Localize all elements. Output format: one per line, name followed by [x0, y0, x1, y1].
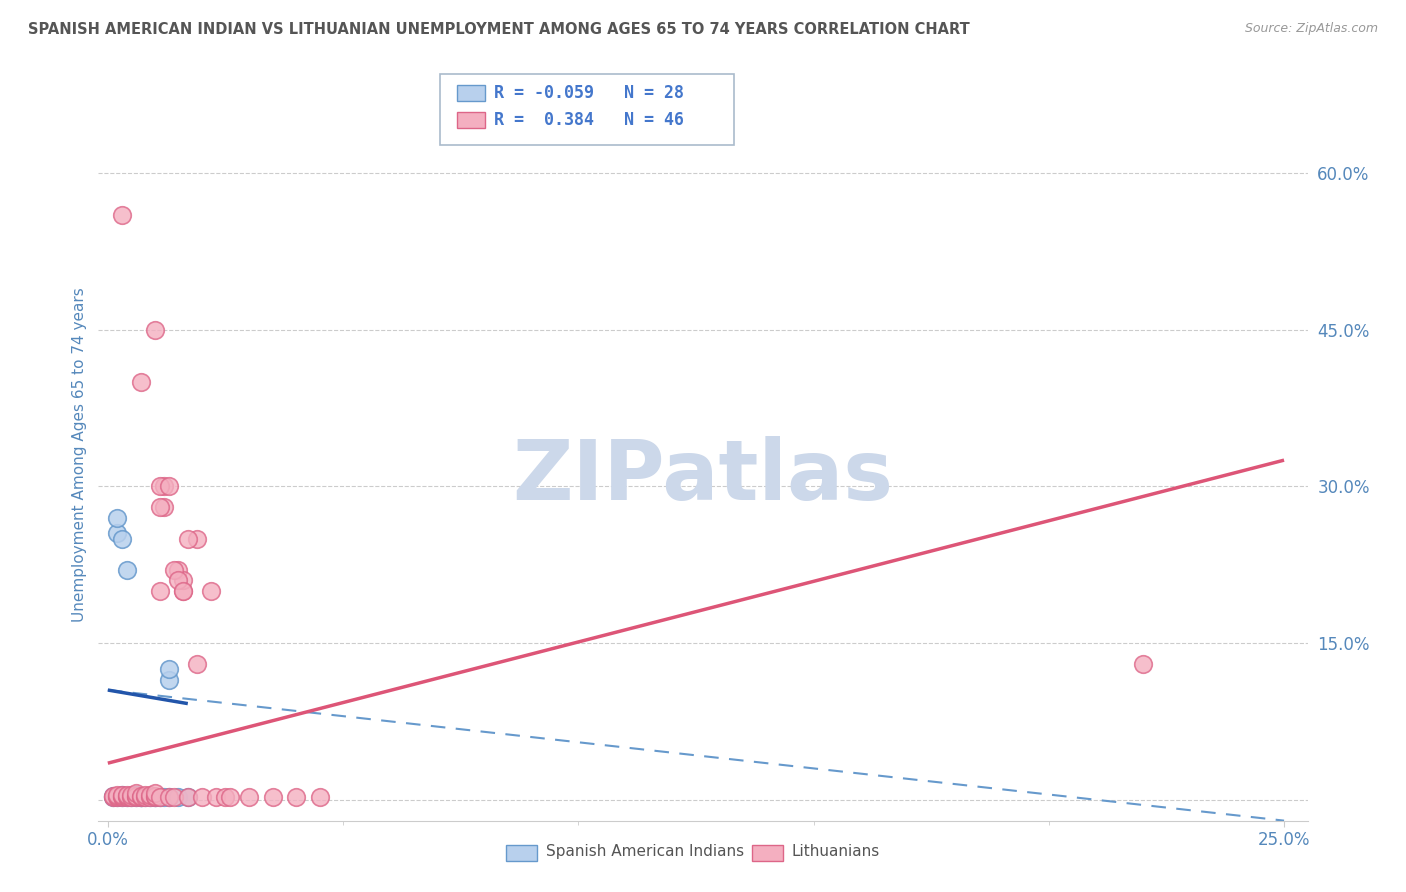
Text: Spanish American Indians: Spanish American Indians [546, 845, 744, 859]
Point [101, 789, 124, 803]
Point [105, 789, 128, 804]
Point [129, 789, 152, 804]
Point [101, 789, 124, 804]
Point [125, 788, 148, 802]
Point [172, 583, 194, 598]
Point [153, 789, 176, 804]
Point [139, 789, 162, 804]
Point [115, 789, 138, 803]
Point [111, 788, 134, 802]
Text: Source: ZipAtlas.com: Source: ZipAtlas.com [1244, 22, 1378, 36]
Point [129, 375, 152, 389]
Point [115, 563, 138, 577]
Point [238, 789, 260, 804]
Point [157, 789, 180, 804]
Point [101, 789, 124, 803]
Point [191, 789, 214, 804]
Point [134, 789, 156, 804]
Point [177, 789, 200, 804]
Point [134, 789, 156, 804]
Point [105, 789, 128, 804]
Point [143, 789, 166, 803]
Point [101, 789, 124, 804]
Point [153, 500, 176, 515]
Text: ZIPatlas: ZIPatlas [513, 436, 893, 517]
Point [200, 583, 222, 598]
Point [105, 789, 128, 803]
Point [143, 787, 166, 801]
Point [115, 789, 138, 804]
Point [125, 789, 148, 803]
Point [111, 789, 134, 803]
Point [163, 789, 186, 804]
Point [167, 563, 190, 577]
Point [186, 657, 208, 671]
Point [172, 574, 194, 588]
Point [308, 789, 330, 804]
Point [115, 789, 138, 803]
Point [149, 583, 172, 598]
Point [163, 563, 186, 577]
Point [219, 789, 242, 804]
Point [120, 789, 142, 803]
Point [167, 574, 190, 588]
Point [111, 789, 134, 804]
Point [129, 789, 152, 804]
Text: R = -0.059   N = 28: R = -0.059 N = 28 [494, 84, 683, 102]
Point [177, 789, 200, 804]
Point [149, 479, 172, 493]
Point [115, 789, 138, 803]
Point [105, 788, 128, 802]
Text: SPANISH AMERICAN INDIAN VS LITHUANIAN UNEMPLOYMENT AMONG AGES 65 TO 74 YEARS COR: SPANISH AMERICAN INDIAN VS LITHUANIAN UN… [28, 22, 970, 37]
Point [153, 479, 176, 493]
Point [139, 789, 162, 804]
Point [214, 789, 236, 804]
Point [120, 788, 142, 802]
Text: R =  0.384   N = 46: R = 0.384 N = 46 [494, 111, 683, 128]
Point [134, 788, 156, 802]
Point [285, 789, 308, 804]
Point [149, 500, 172, 515]
Point [111, 208, 134, 222]
Point [129, 789, 152, 804]
Point [115, 788, 138, 802]
Point [120, 789, 142, 804]
Point [157, 662, 180, 676]
Point [157, 789, 180, 804]
Point [157, 479, 180, 493]
Point [143, 789, 166, 804]
Point [262, 789, 284, 804]
Point [186, 532, 208, 546]
Point [115, 789, 138, 804]
Point [172, 583, 194, 598]
Point [125, 787, 148, 801]
Point [129, 789, 152, 804]
Point [149, 789, 172, 804]
Point [1132, 657, 1154, 671]
Point [111, 789, 134, 804]
Point [105, 510, 128, 524]
Point [143, 789, 166, 804]
Point [125, 789, 148, 804]
Point [111, 532, 134, 546]
Point [143, 789, 166, 804]
Text: Lithuanians: Lithuanians [792, 845, 880, 859]
Point [139, 788, 162, 802]
Point [143, 322, 166, 336]
Point [120, 789, 142, 803]
Point [129, 789, 152, 803]
Point [177, 532, 200, 546]
Point [149, 789, 172, 804]
Point [105, 526, 128, 541]
Point [167, 789, 190, 804]
Point [120, 789, 142, 804]
Point [125, 789, 148, 804]
Point [111, 788, 134, 802]
Y-axis label: Unemployment Among Ages 65 to 74 years: Unemployment Among Ages 65 to 74 years [72, 287, 87, 623]
Point [111, 789, 134, 803]
Point [205, 789, 228, 804]
Point [157, 673, 180, 687]
